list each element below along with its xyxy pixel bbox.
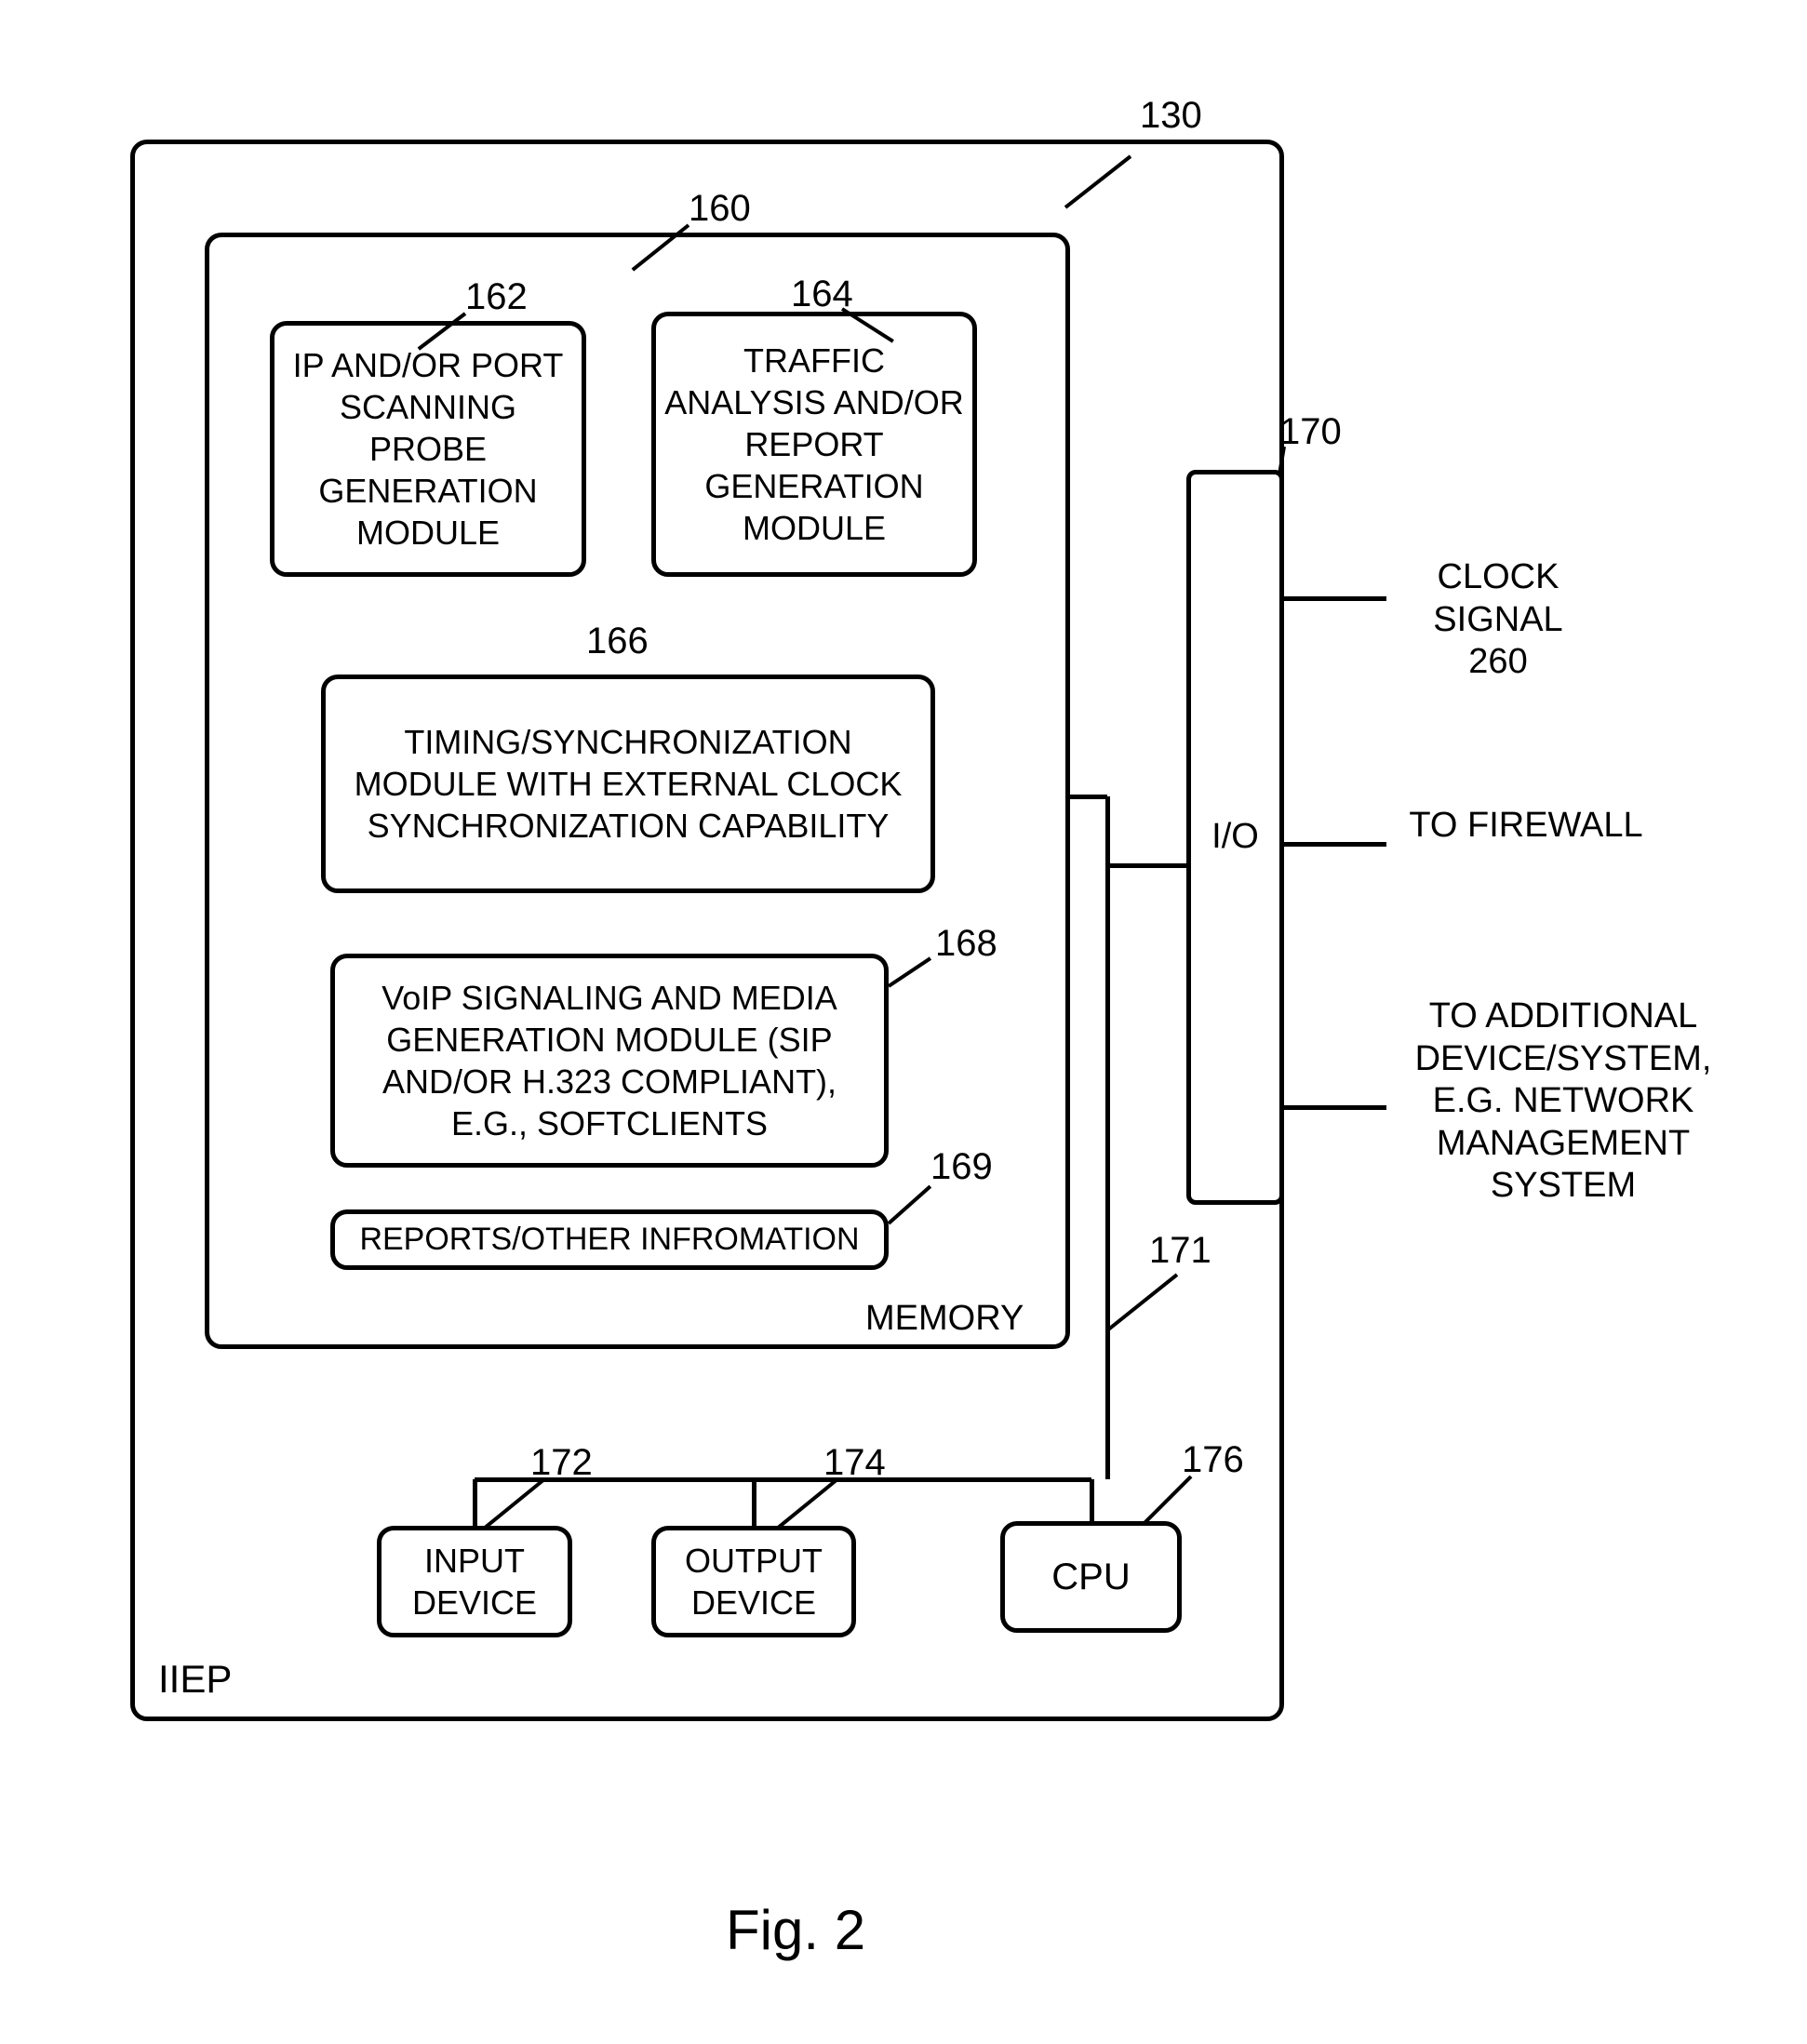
ref-170: 170 bbox=[1279, 409, 1342, 454]
ref-162: 162 bbox=[465, 274, 528, 319]
memory-label: MEMORY bbox=[865, 1298, 1024, 1341]
ref-176: 176 bbox=[1182, 1437, 1244, 1482]
input-device-block: INPUT DEVICE bbox=[377, 1526, 572, 1637]
ref-130: 130 bbox=[1140, 93, 1202, 138]
figure-caption: Fig. 2 bbox=[726, 1898, 865, 1962]
ext-clock: CLOCK SIGNAL 260 bbox=[1405, 556, 1591, 684]
diagram-canvas: IIEP 130 MEMORY 160 IP AND/OR PORT SCANNING … bbox=[0, 0, 1807, 2044]
ref-160: 160 bbox=[689, 186, 751, 231]
ref-166: 166 bbox=[586, 619, 649, 663]
ext-nms: TO ADDITIONAL DEVICE/SYSTEM, E.G. NETWOR… bbox=[1396, 995, 1731, 1208]
ref-168: 168 bbox=[935, 921, 997, 966]
ip-port-module: IP AND/OR PORT SCANNING PROBE GENERATION… bbox=[270, 321, 586, 577]
ref-171: 171 bbox=[1149, 1228, 1211, 1273]
timing-module: TIMING/SYNCHRONIZATION MODULE WITH EXTER… bbox=[321, 675, 935, 893]
reports-module: REPORTS/OTHER INFROMATION bbox=[330, 1209, 889, 1270]
traffic-module: TRAFFIC ANALYSIS AND/OR REPORT GENERATIO… bbox=[651, 312, 977, 577]
io-block: I/O bbox=[1186, 470, 1284, 1205]
ext-firewall: TO FIREWALL bbox=[1405, 805, 1647, 848]
voip-module: VoIP SIGNALING AND MEDIA GENERATION MODU… bbox=[330, 954, 889, 1168]
output-device-block: OUTPUT DEVICE bbox=[651, 1526, 856, 1637]
iiep-label: IIEP bbox=[158, 1656, 232, 1703]
ref-164: 164 bbox=[791, 272, 853, 316]
ref-169: 169 bbox=[930, 1144, 993, 1189]
cpu-block: CPU bbox=[1000, 1521, 1182, 1633]
